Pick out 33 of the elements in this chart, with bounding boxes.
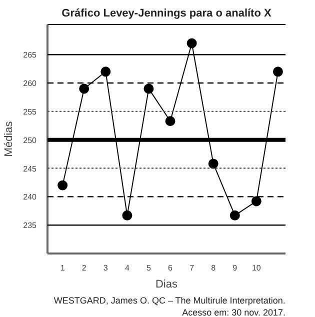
point (144, 84, 154, 94)
x-tick-label: 8 (211, 264, 216, 272)
point (122, 210, 132, 220)
x-tick-label: 2 (82, 264, 87, 272)
chart-title: Gráfico Levey-Jennings para o analíto X (62, 8, 272, 20)
text: Acesso em: 30 nov. 2017. (182, 308, 286, 317)
y-tick-label: 240 (23, 192, 38, 202)
y-tick-label: 245 (23, 164, 38, 174)
point (58, 180, 68, 190)
point (251, 196, 262, 206)
x-tick-label: 6 (168, 264, 174, 272)
x-tick-label: 1 (60, 264, 66, 272)
y-axis-title: Médias (3, 120, 16, 157)
y-tick-label: 260 (23, 79, 38, 88)
point (230, 210, 240, 220)
x-tick-label: 3 (103, 264, 108, 272)
x-tick-label: 9 (232, 264, 238, 272)
point (272, 66, 283, 77)
x-axis-title: Dias (155, 278, 178, 290)
point (79, 84, 90, 94)
point (100, 66, 111, 77)
point (186, 38, 197, 48)
y-tick-label: 265 (23, 50, 38, 60)
x-tick-label: 10 (252, 264, 262, 272)
text: WESTGARD, James O. QC – The Multirule Interpretation. (54, 296, 286, 306)
point (165, 116, 176, 126)
x-tick-label: 4 (124, 264, 130, 272)
y-tick-label: 250 (23, 136, 38, 145)
x-tick-label: 5 (146, 264, 152, 272)
y-tick-label: 235 (23, 221, 38, 230)
point (208, 158, 218, 169)
x-tick-label: 7 (190, 264, 195, 272)
y-tick-label: 255 (23, 107, 38, 116)
